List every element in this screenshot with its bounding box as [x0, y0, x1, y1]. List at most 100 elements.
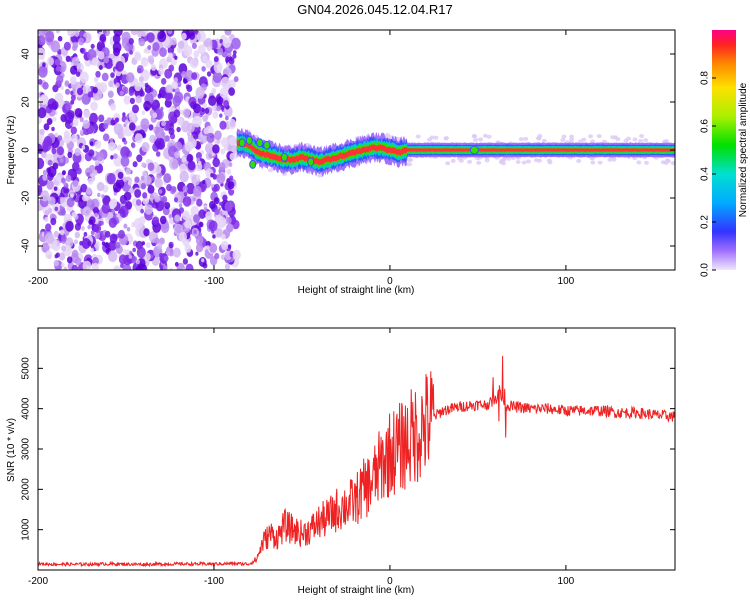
noise-speckle: [217, 47, 224, 56]
noise-speckle: [193, 229, 197, 235]
noise-speckle: [71, 211, 77, 218]
ridge-blob: [238, 138, 246, 148]
noise-speckle: [171, 186, 177, 193]
noise-speckle: [140, 81, 145, 88]
noise-speckle: [136, 154, 143, 163]
noise-speckle: [172, 95, 182, 107]
noise-speckle: [150, 176, 155, 182]
noise-speckle: [93, 76, 99, 83]
noise-speckle: [143, 100, 152, 111]
noise-speckle: [187, 134, 194, 142]
spectrogram-x-ticks: -200 -100 0 100: [28, 30, 575, 287]
noise-speckle: [143, 48, 148, 54]
page-title: GN04.2026.045.12.04.R17: [297, 2, 453, 17]
noise-speckle: [203, 127, 209, 135]
noise-speckle: [154, 177, 163, 188]
noise-speckle: [132, 104, 139, 114]
noise-speckle: [198, 221, 204, 228]
noise-speckle: [148, 124, 154, 131]
noise-speckle: [195, 86, 205, 99]
noise-speckle: [108, 217, 117, 228]
noise-speckle: [105, 230, 111, 238]
noise-speckle: [209, 243, 218, 253]
noise-speckle: [212, 234, 216, 239]
noise-speckle: [193, 214, 201, 223]
noise-speckle: [214, 197, 220, 205]
noise-speckle: [140, 175, 145, 181]
noise-speckle: [90, 247, 94, 253]
noise-speckle: [128, 38, 134, 45]
noise-speckle: [218, 162, 226, 171]
noise-speckle: [129, 50, 134, 55]
noise-speckle: [118, 229, 125, 239]
noise-speckle: [141, 110, 146, 115]
noise-speckle: [159, 237, 165, 245]
noise-speckle: [181, 32, 187, 40]
noise-speckle: [209, 200, 216, 210]
ridge-halo: [607, 157, 613, 162]
noise-speckle: [154, 237, 160, 245]
noise-speckle: [223, 100, 230, 108]
noise-speckle: [164, 202, 171, 210]
ridge-halo: [665, 158, 671, 163]
snr-y-ticks: 1000 2000 3000 4000 5000: [21, 357, 675, 541]
snr-x-ticks: -200 -100 0 100: [28, 328, 575, 587]
noise-speckle: [187, 131, 191, 137]
noise-speckle: [152, 112, 158, 119]
noise-speckle: [126, 227, 131, 232]
noise-speckle: [127, 180, 133, 186]
ridge-halo: [644, 160, 649, 165]
noise-speckle: [208, 95, 217, 106]
y-tick-label: 20: [21, 96, 32, 108]
noise-speckle: [184, 141, 194, 152]
noise-speckle: [101, 72, 109, 82]
ridge-halo: [623, 138, 629, 143]
noise-speckle: [87, 177, 94, 185]
noise-speckle: [97, 192, 101, 198]
noise-speckle: [219, 120, 227, 130]
x-tick-label: -200: [28, 576, 48, 587]
noise-speckle: [38, 116, 42, 124]
noise-speckle: [160, 106, 164, 111]
noise-speckle: [66, 256, 73, 264]
ridge-halo: [613, 135, 619, 140]
noise-speckle: [166, 184, 172, 192]
noise-speckle: [70, 65, 78, 75]
noise-speckle: [181, 267, 186, 270]
x-tick-label: -100: [204, 276, 224, 287]
noise-speckle: [54, 206, 59, 212]
noise-speckle: [136, 246, 146, 259]
noise-speckle: [190, 205, 199, 217]
noise-speckle: [173, 109, 181, 118]
noise-speckle: [67, 110, 75, 120]
noise-speckle: [65, 220, 74, 232]
noise-speckle: [147, 45, 152, 50]
noise-speckle: [214, 228, 223, 238]
ridge-halo: [506, 156, 512, 161]
noise-speckle: [64, 80, 70, 87]
noise-speckle: [83, 109, 91, 119]
noise-speckle: [112, 182, 122, 193]
noise-speckle: [72, 179, 79, 187]
noise-speckle: [132, 247, 136, 253]
noise-speckle: [154, 126, 165, 139]
noise-speckle: [157, 30, 167, 43]
noise-speckle: [154, 195, 161, 203]
noise-speckle: [180, 120, 191, 133]
noise-speckle: [55, 30, 60, 34]
snr-plot: -200 -100 0 100 1000 2000 3000 4000 5000 Height…: [6, 327, 676, 596]
noise-speckle: [81, 238, 91, 249]
ridge-halo: [458, 158, 464, 163]
noise-speckle: [182, 196, 192, 207]
noise-speckle: [142, 196, 150, 205]
ridge-halo: [407, 162, 413, 167]
noise-speckle: [232, 50, 237, 55]
noise-speckle: [205, 240, 211, 248]
noise-speckle: [120, 146, 130, 159]
noise-speckle: [47, 159, 53, 166]
noise-speckle: [212, 106, 216, 111]
noise-speckle: [159, 253, 163, 258]
ridge-halo: [578, 139, 584, 144]
noise-speckle: [93, 224, 102, 233]
